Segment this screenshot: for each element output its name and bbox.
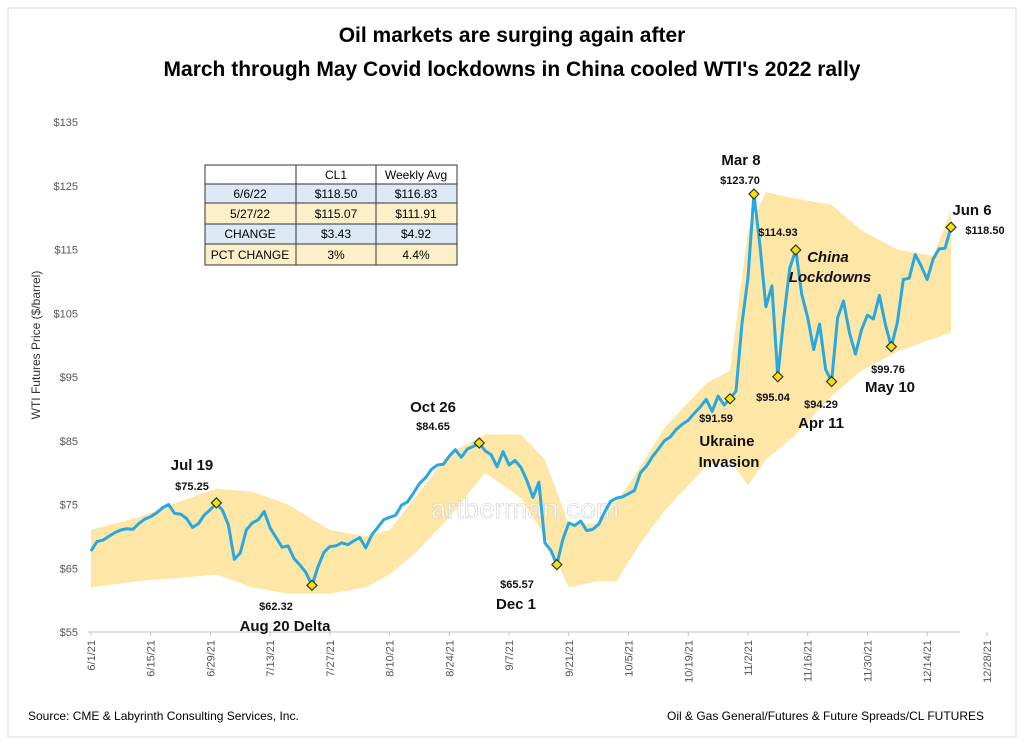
annotation-value-oct26: $84.65 — [416, 421, 450, 433]
table-cell: 3% — [327, 248, 345, 262]
annotation-marker — [825, 375, 838, 388]
annotation-marker — [771, 370, 784, 383]
price-range-band — [91, 192, 951, 594]
x-tick-label: 8/10/21 — [385, 640, 397, 677]
annotation-label-may10: May 10 — [865, 379, 915, 396]
annotation-label-mar8: Mar 8 — [721, 152, 760, 169]
x-tick-label: 11/16/21 — [803, 640, 815, 682]
table-header-weekly-avg: Weekly Avg — [385, 168, 447, 182]
annotation-value-ukraine: $91.59 — [699, 413, 733, 425]
annotation-value-jul19: $75.25 — [175, 481, 209, 493]
y-tick-label: $55 — [60, 627, 78, 639]
table-cell: 5/27/22 — [230, 207, 270, 221]
annotation-marker — [885, 340, 898, 353]
x-axis-ticks: 6/1/21 6/15/21 6/29/21 7/13/21 7/27/21 8/10/2… — [86, 632, 994, 683]
annotation-marker — [789, 244, 802, 256]
annotation-value-mar22: $114.93 — [758, 227, 797, 239]
y-axis-ticks: $55 $65 $75 $85 $95 $105 $115 $125 $135 — [54, 117, 78, 639]
band-area — [91, 192, 951, 594]
y-tick-label: $85 — [60, 436, 78, 448]
y-tick-label: $95 — [60, 372, 78, 384]
table-cell: $4.92 — [401, 227, 431, 241]
annotation-label-ukraine: Ukraine Invasion — [699, 433, 760, 471]
x-tick-label: 9/21/21 — [564, 640, 576, 677]
x-tick-label: 11/30/21 — [862, 640, 874, 682]
x-tick-label: 6/15/21 — [146, 640, 158, 677]
summary-table: CL1 Weekly Avg 6/6/22 $118.50 $116.83 5/… — [204, 164, 458, 266]
x-tick-label: 11/2/21 — [743, 640, 755, 676]
x-tick-label: 8/24/21 — [444, 640, 456, 677]
annotation-marker — [306, 579, 318, 592]
y-tick-label: $65 — [60, 563, 78, 575]
annotation-value-may10: $99.76 — [871, 364, 905, 376]
annotation-marker — [551, 558, 563, 571]
x-tick-label: 7/27/21 — [325, 640, 337, 677]
y-tick-label: $125 — [54, 181, 78, 193]
table-cell: $118.50 — [315, 187, 358, 201]
region-label-china-lockdowns: China Lockdowns — [789, 249, 872, 286]
y-axis-label: WTI Futures Price ($/barrel) — [29, 271, 43, 420]
x-tick-label: 12/28/21 — [982, 640, 994, 683]
annotation-value-dec1: $65.57 — [500, 579, 534, 591]
annotation-value-mar24: $95.04 — [756, 392, 791, 404]
table-header-row — [205, 165, 457, 184]
annotation-label-ukraine-line-1: Ukraine — [699, 433, 754, 450]
annotation-label-jul19: Jul 19 — [171, 457, 214, 474]
x-tick-label: 7/13/21 — [265, 640, 277, 677]
annotation-value-mar8: $123.70 — [720, 175, 760, 187]
y-tick-label: $75 — [60, 500, 78, 512]
y-tick-label: $115 — [54, 245, 78, 257]
annotation-marker — [724, 392, 736, 405]
series-line-cl1 — [89, 192, 953, 587]
table-cell: 6/6/22 — [233, 187, 267, 201]
annotation-markers — [210, 188, 957, 592]
watermark: artberman.com — [431, 493, 619, 524]
annotation-label-dec1: Dec 1 — [496, 596, 536, 613]
table-cell: $111.91 — [395, 207, 437, 221]
annotation-label-aug20: Aug 20 Delta — [240, 618, 332, 635]
annotation-label-ukraine-line-2: Invasion — [699, 454, 760, 471]
y-tick-label: $105 — [54, 308, 78, 320]
table-cell: $116.83 — [395, 187, 438, 201]
table-row — [205, 224, 457, 244]
x-tick-label: 6/29/21 — [205, 640, 217, 677]
table-row — [205, 203, 457, 224]
table-cell: PCT CHANGE — [211, 248, 289, 262]
region-label-line-2: Lockdowns — [789, 269, 872, 286]
table-row — [205, 244, 457, 265]
annotation-value-jun6: $118.50 — [965, 225, 1004, 237]
table-header-cl1: CL1 — [325, 168, 347, 182]
footer-source: Source: CME & Labyrinth Consulting Servi… — [28, 709, 299, 723]
region-label-line-1: China — [807, 249, 849, 266]
table-row — [205, 184, 457, 203]
chart-frame — [7, 7, 1017, 738]
chart-title-line-2: March through May Covid lockdowns in Chi… — [164, 58, 861, 81]
x-tick-label: 6/1/21 — [86, 640, 98, 671]
annotation-marker — [748, 188, 760, 200]
footer-path: Oil & Gas General/Futures & Future Sprea… — [667, 709, 984, 723]
annotation-marker — [210, 497, 223, 509]
annotation-label-jun6: Jun 6 — [952, 202, 991, 219]
wti-price-line — [89, 192, 953, 587]
x-tick-label: 12/14/21 — [922, 640, 934, 683]
annotation-marker — [945, 221, 957, 234]
chart-title-line-1: Oil markets are surging again after — [339, 24, 686, 47]
table-cell: CHANGE — [224, 227, 275, 241]
annotation-label-apr11: Apr 11 — [798, 415, 844, 432]
y-tick-label: $135 — [54, 117, 78, 129]
table-cell: $3.43 — [321, 227, 351, 241]
x-tick-label: 9/7/21 — [504, 640, 516, 671]
x-tick-label: 10/19/21 — [683, 640, 695, 683]
x-tick-label: 10/5/21 — [624, 640, 636, 677]
table-cell: 4.4% — [402, 248, 430, 262]
annotation-value-aug20: $62.32 — [259, 601, 293, 613]
annotation-label-oct26: Oct 26 — [410, 399, 456, 416]
table-cell: $115.07 — [315, 207, 358, 221]
annotation-marker — [473, 437, 486, 449]
annotation-value-apr11: $94.29 — [804, 399, 838, 411]
